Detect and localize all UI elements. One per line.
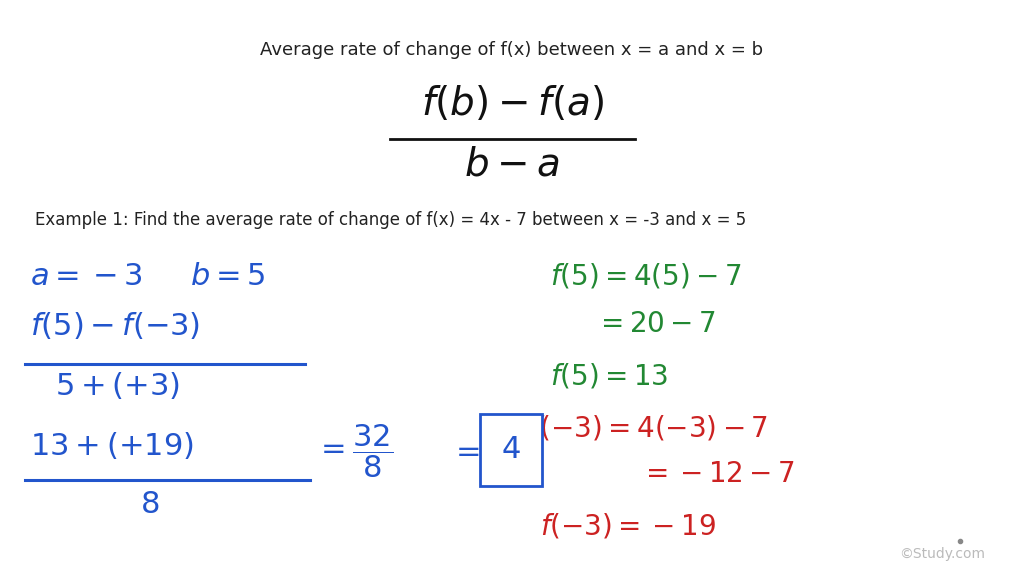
Text: $4$: $4$ <box>501 434 521 465</box>
Text: $8$: $8$ <box>140 489 160 520</box>
Text: $f(5) = 4(5) - 7$: $f(5) = 4(5) - 7$ <box>550 261 741 290</box>
Text: $5 + (+3)$: $5 + (+3)$ <box>55 371 180 402</box>
Text: $a = -3$: $a = -3$ <box>30 261 142 292</box>
Text: $f(-3) = -19$: $f(-3) = -19$ <box>540 511 716 540</box>
Text: $13 + (+19)$: $13 + (+19)$ <box>30 431 194 462</box>
Text: ©Study.com: ©Study.com <box>899 547 985 561</box>
Text: $f(5) - f(-3)$: $f(5) - f(-3)$ <box>30 311 201 342</box>
Text: $= -12 - 7$: $= -12 - 7$ <box>640 461 795 488</box>
Text: Average rate of change of f(x) between x = a and x = b: Average rate of change of f(x) between x… <box>260 41 764 59</box>
Text: Example 1: Find the average rate of change of f(x) = 4x - 7 between x = -3 and x: Example 1: Find the average rate of chan… <box>35 211 746 229</box>
Text: $= $: $= $ <box>450 435 480 467</box>
Text: $f(b) - f(a)$: $f(b) - f(a)$ <box>421 84 603 123</box>
Text: $b - a$: $b - a$ <box>464 146 560 183</box>
Text: $= 20 - 7$: $= 20 - 7$ <box>595 311 716 338</box>
Text: $f(5) = 13$: $f(5) = 13$ <box>550 361 669 390</box>
FancyBboxPatch shape <box>480 414 542 486</box>
Text: $f(-3) = 4(-3) - 7$: $f(-3) = 4(-3) - 7$ <box>530 414 768 443</box>
Text: $b = 5$: $b = 5$ <box>190 261 265 292</box>
Text: $= \dfrac{32}{8}$: $= \dfrac{32}{8}$ <box>315 422 393 480</box>
